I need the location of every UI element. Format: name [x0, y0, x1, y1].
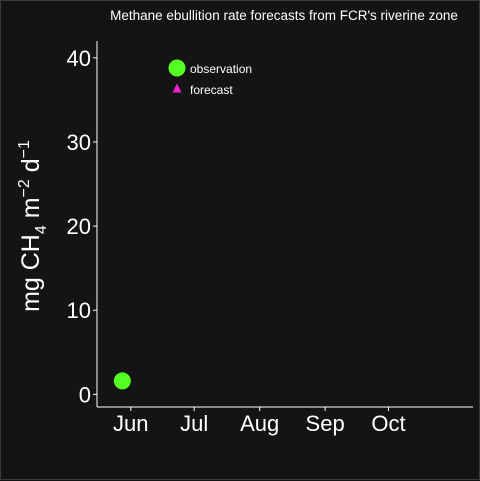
- legend-label: observation: [190, 62, 252, 76]
- y-tick-label: 20: [67, 214, 91, 239]
- y-axis-label: mg CH4 m−2 d−1: [16, 140, 50, 312]
- y-axis: 0 10 20 30 40: [67, 41, 98, 407]
- y-label-mid2: d: [17, 158, 45, 179]
- x-tick-label: Aug: [240, 411, 279, 436]
- x-tick-label: Sep: [306, 411, 345, 436]
- observation-point: [113, 372, 131, 390]
- y-label-sup2: −1: [16, 140, 33, 158]
- x-tick-label: Oct: [371, 411, 405, 436]
- legend: observation forecast: [168, 59, 252, 97]
- x-tick-label: Jun: [113, 411, 148, 436]
- data-marks: [113, 372, 131, 390]
- y-label-sub: 4: [33, 225, 50, 234]
- y-tick-label: 0: [79, 382, 91, 407]
- legend-label: forecast: [190, 83, 233, 97]
- y-tick-label: 40: [67, 46, 91, 71]
- y-tick-label: 10: [67, 298, 91, 323]
- y-tick-label: 30: [67, 130, 91, 155]
- y-label-sup1: −2: [16, 179, 33, 197]
- legend-triangle-icon: [172, 83, 182, 93]
- legend-circle-icon: [168, 59, 186, 77]
- y-label-mid: m: [17, 197, 45, 225]
- x-tick-label: Jul: [180, 411, 208, 436]
- x-axis: Jun Jul Aug Sep Oct: [97, 406, 473, 436]
- chart-title: Methane ebullition rate forecasts from F…: [110, 8, 458, 23]
- y-label-base: mg CH: [17, 234, 45, 312]
